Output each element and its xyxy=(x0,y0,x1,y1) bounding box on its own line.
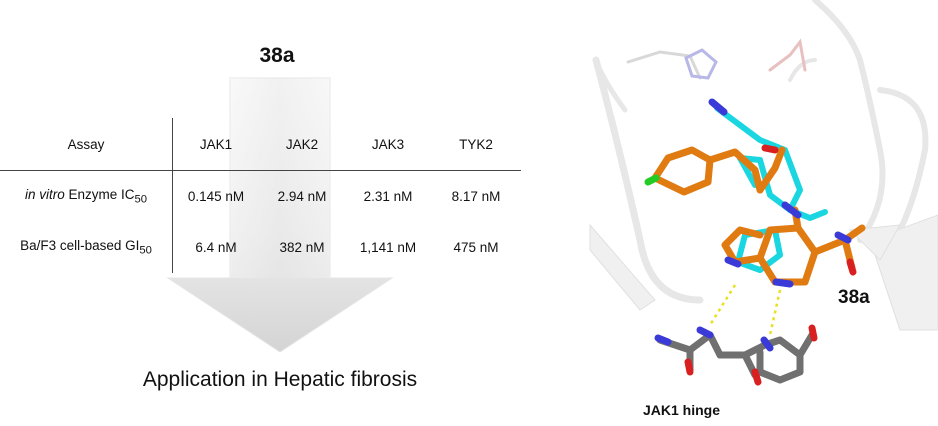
hydrogen-bonds xyxy=(708,284,782,336)
value-cell: 1,141 nM xyxy=(359,240,417,255)
assay-panel: 38a Assay JAK1 JAK2 JAK3 TYK2 in vitro E… xyxy=(0,44,521,391)
header-jak2: JAK2 xyxy=(259,118,345,171)
hinge-residues xyxy=(656,331,816,384)
assay-italic: in vitro xyxy=(24,187,65,203)
header-tyk2: TYK2 xyxy=(431,118,521,171)
value-cell: 2.94 nM xyxy=(277,189,327,204)
hinge-label: JAK1 hinge xyxy=(643,402,721,418)
crystal-structure-image xyxy=(589,0,938,386)
value-cell: 475 nM xyxy=(453,240,499,255)
value-cell: 8.17 nM xyxy=(451,189,501,204)
value-cell: 6.4 nM xyxy=(195,240,237,255)
header-jak1: JAK1 xyxy=(172,118,259,171)
value-cell: 382 nM xyxy=(279,240,325,255)
assay-subscript: 50 xyxy=(139,244,152,257)
assay-cell-gi50: Ba/F3 cell-based GI50 xyxy=(0,222,173,273)
assay-subscript: 50 xyxy=(134,193,148,206)
table-header-row: Assay JAK1 JAK2 JAK3 TYK2 xyxy=(0,118,521,171)
assay-text: Ba/F3 cell-based GI xyxy=(20,238,140,254)
ligand-orange xyxy=(651,146,866,286)
table-row: in vitro Enzyme IC50 0.145 nM 2.94 nM 2.… xyxy=(0,170,521,222)
assay-text: Enzyme IC xyxy=(68,187,135,203)
header-assay: Assay xyxy=(0,118,173,171)
value-cell: 2.31 nM xyxy=(363,189,413,204)
assay-table: Assay JAK1 JAK2 JAK3 TYK2 in vitro Enzym… xyxy=(0,118,521,273)
hinge-heteroatoms xyxy=(654,324,818,386)
protein-ribbon xyxy=(592,0,929,304)
heteroatoms xyxy=(644,98,857,288)
application-text: Application in Hepatic fibrosis xyxy=(142,368,418,391)
compound-title: 38a xyxy=(259,44,295,67)
header-jak3: JAK3 xyxy=(345,118,431,171)
value-cell: 0.145 nM xyxy=(187,189,245,204)
sidechain-faded xyxy=(626,38,807,80)
structure-compound-label: 38a xyxy=(838,287,870,308)
beta-sheet xyxy=(589,214,938,331)
assay-enzyme-ic50: in vitro Enzyme IC50 xyxy=(0,170,173,222)
table-row: Ba/F3 cell-based GI50 6.4 nM 382 nM 1,14… xyxy=(0,222,521,273)
